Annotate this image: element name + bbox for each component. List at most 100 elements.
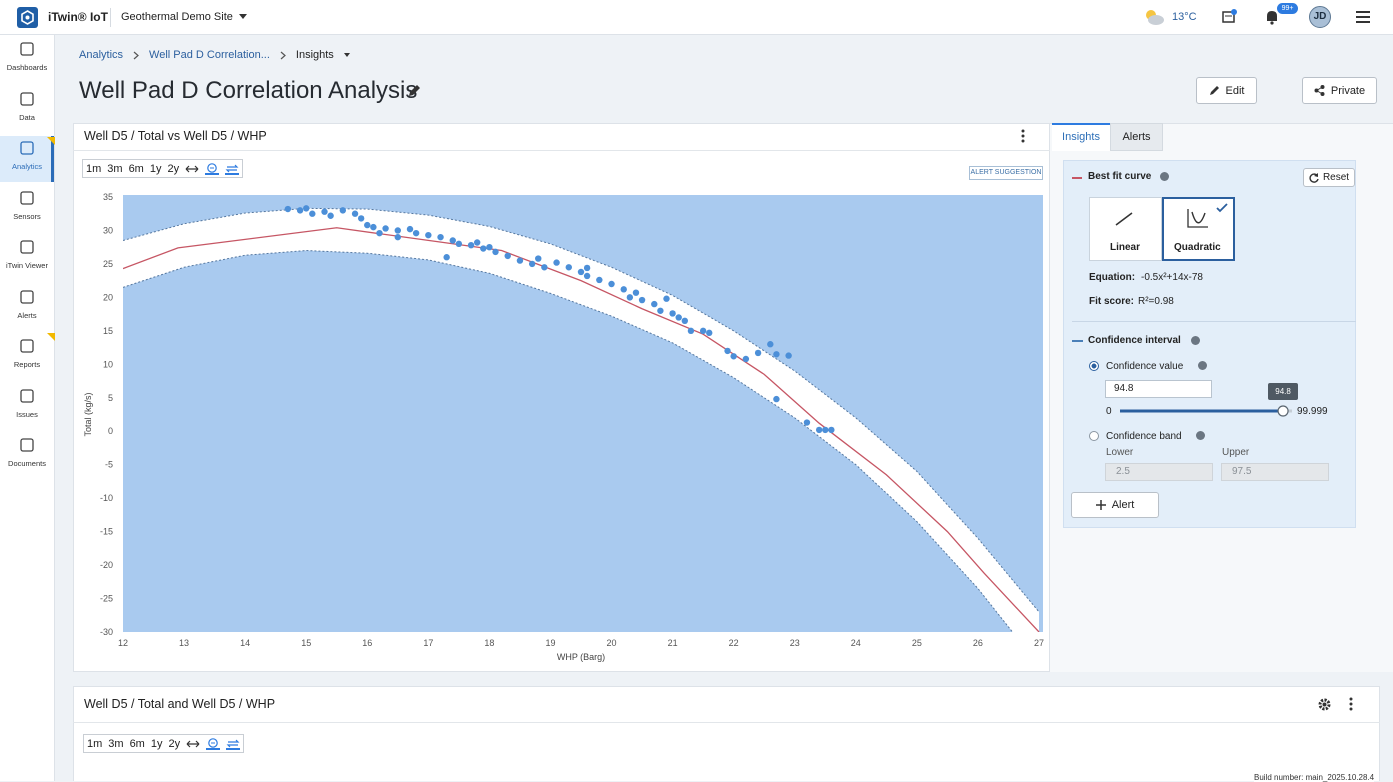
- nav-item[interactable]: Alerts: [17, 310, 37, 320]
- range-button[interactable]: 3m: [107, 162, 123, 175]
- alert-button[interactable]: Alert: [1071, 492, 1159, 518]
- x-tick-label: 24: [851, 638, 861, 648]
- info-icon[interactable]: [1198, 361, 1207, 370]
- temperature: 13°C: [1172, 11, 1197, 23]
- range-button[interactable]: 2y: [167, 162, 180, 175]
- y-tick-label: 25: [103, 259, 113, 269]
- range-button[interactable]: 2y: [168, 737, 181, 750]
- private-label: Private: [1330, 84, 1366, 97]
- fit-label: Fit score:: [1089, 296, 1135, 307]
- nav-icon: [20, 240, 34, 254]
- range-button[interactable]: 1y: [149, 162, 162, 175]
- logo[interactable]: [17, 7, 38, 28]
- range-button[interactable]: 6m: [129, 737, 145, 750]
- data-point: [553, 259, 560, 266]
- breadcrumb-caret[interactable]: [343, 52, 350, 58]
- bottom-more-icon[interactable]: [1348, 697, 1354, 712]
- build-number: Build number: main_2025.10.28.4: [1254, 773, 1375, 782]
- slider[interactable]: [1115, 402, 1295, 420]
- nav-icon-shape: [20, 190, 34, 205]
- pan-icon[interactable]: [185, 164, 199, 174]
- nav-icon-shape: [20, 141, 34, 155]
- nav-item[interactable]: Documents: [8, 459, 46, 468]
- alert-label: Alert: [1111, 499, 1135, 511]
- title-edit-icon[interactable]: [407, 84, 421, 98]
- linear-label: Linear: [1110, 242, 1141, 253]
- device-icon[interactable]: [1221, 9, 1237, 25]
- radio-unchecked[interactable]: [1089, 431, 1099, 441]
- data-point: [706, 329, 713, 337]
- x-tick-label: 19: [545, 638, 555, 648]
- menu-icon[interactable]: [1356, 11, 1370, 23]
- zoom-reset-icon-part: [208, 737, 218, 748]
- zoom-reset-icon-part: [207, 162, 217, 173]
- nav-icon: [20, 141, 34, 155]
- range-buttons: 1m 3m 6m 1y 2y: [82, 159, 244, 178]
- nav-item[interactable]: Data: [19, 112, 35, 122]
- nav-item[interactable]: Analytics: [11, 162, 42, 171]
- reset-button[interactable]: Reset: [1303, 168, 1355, 187]
- nav-item[interactable]: Issues: [16, 409, 38, 419]
- info-icon[interactable]: [1191, 336, 1200, 345]
- pan-icon[interactable]: [186, 739, 200, 749]
- bell-icon[interactable]: [1264, 9, 1280, 25]
- nav-item[interactable]: iTwin Viewer: [6, 261, 48, 270]
- zoom-reset-icon[interactable]: [206, 737, 221, 750]
- quadratic-icon: [1187, 209, 1208, 228]
- chevron: [133, 51, 139, 59]
- lower-label: Lower: [1106, 447, 1134, 458]
- breadcrumb-item[interactable]: Analytics: [79, 49, 124, 61]
- info-icon[interactable]: [1196, 431, 1205, 440]
- sync-icon[interactable]: [226, 738, 241, 750]
- y-tick-label: -20: [100, 560, 113, 570]
- tab-alerts[interactable]: Alerts: [1110, 123, 1163, 151]
- nav-item[interactable]: Sensors: [13, 211, 41, 221]
- range-button[interactable]: 1y: [150, 737, 163, 750]
- option-quadratic[interactable]: [1162, 197, 1235, 261]
- tab-insights[interactable]: Insights: [1052, 123, 1110, 151]
- confidence-input[interactable]: 94.8: [1105, 380, 1212, 398]
- chart-more-icon[interactable]: [1020, 129, 1026, 144]
- y-tick-label: 5: [108, 393, 113, 403]
- zoom-reset-icon[interactable]: [205, 162, 220, 175]
- data-point: [767, 341, 774, 348]
- share-icon: [1314, 85, 1325, 96]
- site-caret[interactable]: [239, 14, 247, 20]
- data-point: [321, 208, 328, 215]
- settings-icon[interactable]: [1318, 698, 1331, 711]
- data-point: [815, 426, 823, 434]
- data-point: [486, 243, 493, 251]
- private-button[interactable]: Private: [1302, 77, 1377, 104]
- x-tick-label: 23: [790, 638, 800, 648]
- info-icon[interactable]: [1160, 172, 1169, 181]
- nav-item[interactable]: Reports: [13, 360, 41, 369]
- data-point: [773, 351, 780, 358]
- section-divider: [1072, 321, 1356, 322]
- edit-button[interactable]: Edit: [1196, 77, 1257, 104]
- range-button[interactable]: 1m: [87, 737, 103, 750]
- alert-suggestion[interactable]: ALERT SUGGESTION: [969, 166, 1043, 180]
- nav-item[interactable]: Dashboards: [6, 63, 48, 72]
- range-button[interactable]: 6m: [128, 162, 144, 175]
- bottom-divider: [73, 722, 1380, 723]
- data-point: [492, 248, 499, 256]
- nav-icon-shape: [20, 388, 34, 403]
- avatar[interactable]: JD: [1309, 6, 1331, 28]
- sync-icon[interactable]: [225, 163, 240, 175]
- range-button[interactable]: 1m: [86, 162, 102, 175]
- breadcrumb-item[interactable]: Well Pad D Correlation...: [149, 49, 270, 61]
- slider-thumb: [1277, 405, 1289, 417]
- x-tick-label: 12: [118, 638, 128, 648]
- confidence-band-label: Confidence band: [1106, 431, 1182, 442]
- range-button[interactable]: 3m: [108, 737, 124, 750]
- option-linear[interactable]: [1089, 197, 1162, 261]
- breadcrumb-item[interactable]: Insights: [295, 49, 334, 61]
- lower-input: 2.5: [1105, 463, 1213, 481]
- site-name[interactable]: Geothermal Demo Site: [121, 11, 233, 23]
- equation: -0.5x²+14x-78: [1141, 272, 1203, 283]
- data-point: [351, 210, 359, 217]
- data-point: [687, 327, 695, 335]
- data-point: [675, 314, 682, 321]
- divider: [110, 8, 111, 27]
- radio-checked[interactable]: [1089, 361, 1099, 371]
